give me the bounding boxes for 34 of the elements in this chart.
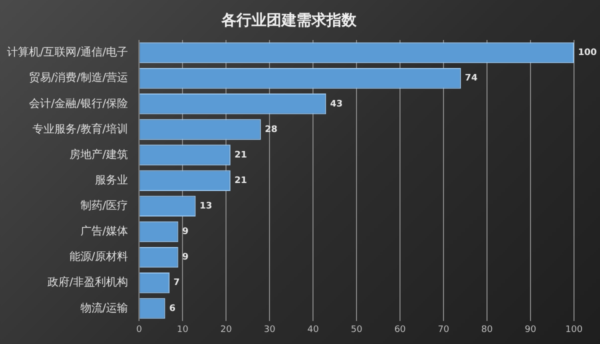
y-tick-label: 专业服务/教育/培训	[32, 122, 128, 136]
data-label: 9	[182, 227, 189, 238]
data-label: 6	[169, 304, 176, 314]
x-tick-label: 70	[438, 324, 450, 335]
data-label: 43	[330, 99, 343, 110]
y-tick-label: 房地产/建筑	[69, 148, 128, 161]
data-label: 21	[234, 150, 247, 160]
y-tick-label: 计算机/互联网/通信/电子	[6, 46, 128, 59]
x-tick-label: 50	[350, 324, 363, 335]
y-tick-label: 制药/医疗	[80, 199, 128, 212]
chart-title: 各行业团建需求指数	[220, 10, 358, 29]
x-tick-label: 40	[307, 324, 320, 335]
x-tick-label: 60	[394, 324, 406, 335]
y-tick-label: 物流/运输	[80, 301, 128, 314]
data-label: 100	[578, 48, 597, 58]
x-tick-label: 20	[220, 324, 232, 335]
x-tick-label: 10	[176, 324, 189, 335]
x-tick-label: 90	[524, 324, 537, 335]
y-tick-label: 广告/媒体	[80, 224, 128, 238]
y-tick-label: 服务业	[95, 173, 128, 186]
y-tick-label: 贸易/消费/制造/营运	[28, 71, 128, 84]
x-tick-label: 100	[565, 324, 583, 335]
x-tick-label: 80	[481, 324, 494, 335]
data-label: 9	[182, 252, 189, 263]
data-label: 7	[174, 278, 180, 288]
x-tick-label: 30	[264, 324, 276, 335]
y-tick-label: 会计/金融/银行/保险	[28, 96, 128, 110]
data-label: 21	[234, 176, 247, 186]
x-tick-label: 0	[136, 324, 142, 335]
y-tick-label: 能源/原材料	[69, 250, 128, 264]
data-label: 13	[200, 202, 212, 212]
y-tick-label: 政府/非盈利机构	[47, 276, 128, 289]
data-label: 28	[264, 124, 278, 135]
data-label: 74	[464, 74, 478, 84]
